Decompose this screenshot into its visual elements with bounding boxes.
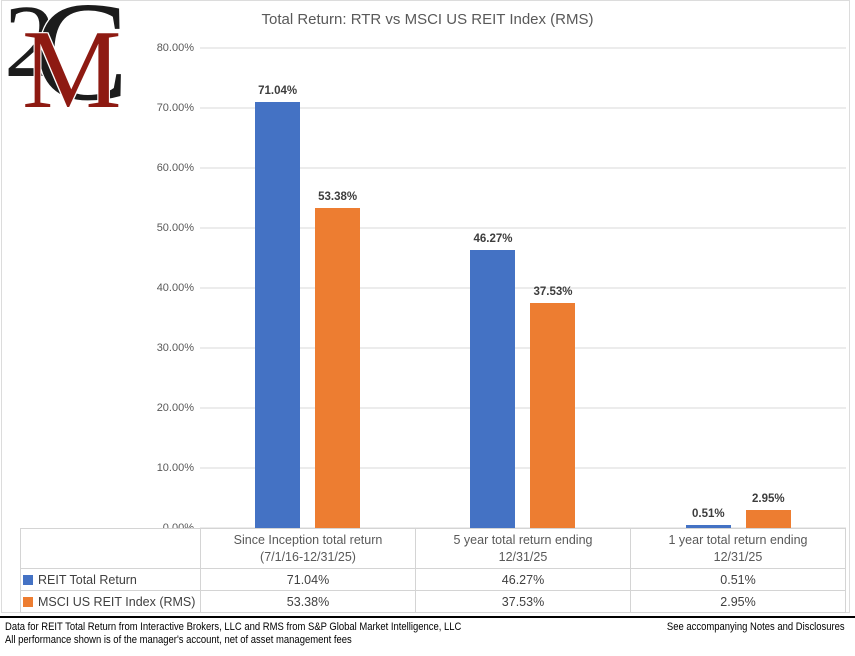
- bar-wrap: 37.53%: [530, 48, 576, 528]
- gridline: [200, 347, 846, 349]
- bar-group: 71.04% 53.38%: [200, 48, 415, 528]
- value-cell: 46.27%: [415, 568, 631, 591]
- legend-swatch: [23, 574, 33, 585]
- bar-wrap: 2.95%: [745, 48, 791, 528]
- bar-wrap: 46.27%: [470, 48, 516, 528]
- table-corner-cell: [20, 528, 201, 569]
- plot-area: 71.04% 53.38% 46.27% 37.53% 0.51% 2.95%: [200, 47, 846, 529]
- bar-wrap: 53.38%: [315, 48, 361, 528]
- legend-label: MSCI US REIT Index (RMS): [38, 594, 196, 609]
- value-cell: 2.95%: [630, 590, 846, 613]
- table-row: MSCI US REIT Index (RMS) 53.38% 37.53% 2.95…: [20, 590, 846, 613]
- footer-line-1: Data for REIT Total Return from Interact…: [5, 621, 462, 633]
- gridline: [200, 227, 846, 229]
- bar-data-label: 37.53%: [533, 285, 573, 298]
- y-axis-tick-label: 10.00%: [156, 462, 194, 474]
- chart-title: Total Return: RTR vs MSCI US REIT Index …: [261, 11, 594, 28]
- bar-data-label: 2.95%: [752, 493, 785, 506]
- bar-reit-total-return: [255, 101, 301, 528]
- bar-data-label: 46.27%: [473, 233, 513, 246]
- bar-msci-index: [745, 510, 791, 528]
- table-header-row: Since Inception total return (7/1/16-12/…: [20, 528, 846, 569]
- footer-disclosure: Data for REIT Total Return from Interact…: [5, 621, 461, 647]
- legend-cell: REIT Total Return: [20, 568, 201, 591]
- y-axis: 80.00% 70.00% 60.00% 50.00% 40.00% 30.00% 20.0…: [128, 42, 194, 534]
- chart-frame: [1, 0, 850, 613]
- logo-digit-2: 2: [4, 0, 56, 99]
- company-logo: 2 C M: [4, 0, 144, 126]
- gridline: [200, 107, 846, 109]
- value-cell: 37.53%: [415, 590, 631, 613]
- bar-group: 0.51% 2.95%: [631, 48, 846, 528]
- value-cell: 71.04%: [200, 568, 416, 591]
- value-cell: 53.38%: [200, 590, 416, 613]
- category-header-cell: 1 year total return ending 12/31/25: [630, 528, 846, 569]
- table-row: REIT Total Return 71.04% 46.27% 0.51%: [20, 568, 846, 591]
- category-header-cell: 5 year total return ending 12/31/25: [415, 528, 631, 569]
- gridline: [200, 287, 846, 289]
- y-axis-tick-label: 20.00%: [156, 402, 194, 414]
- gridline: [200, 47, 846, 49]
- bar-wrap: 71.04%: [255, 48, 301, 528]
- gridline: [200, 167, 846, 169]
- bar-group: 46.27% 37.53%: [415, 48, 630, 528]
- logo-letter-c: C: [34, 0, 129, 130]
- bar-data-label: 53.38%: [318, 190, 358, 203]
- bar-msci-index: [530, 302, 576, 528]
- y-axis-tick-label: 60.00%: [156, 162, 194, 174]
- category-header-cell: Since Inception total return (7/1/16-12/…: [200, 528, 416, 569]
- gridline: [200, 407, 846, 409]
- bar-reit-total-return: [685, 524, 731, 528]
- footer-line-2: All performance shown is of the manager'…: [5, 634, 352, 646]
- footer-separator-line: [0, 616, 855, 618]
- bar-wrap: 0.51%: [685, 48, 731, 528]
- y-axis-tick-label: 70.00%: [156, 102, 194, 114]
- data-table: Since Inception total return (7/1/16-12/…: [20, 528, 846, 613]
- bar-reit-total-return: [470, 250, 516, 528]
- y-axis-tick-label: 40.00%: [156, 282, 194, 294]
- value-cell: 0.51%: [630, 568, 846, 591]
- y-axis-tick-label: 80.00%: [156, 42, 194, 54]
- bar-msci-index: [315, 207, 361, 528]
- bar-data-label: 71.04%: [258, 84, 298, 97]
- bar-groups: 71.04% 53.38% 46.27% 37.53% 0.51% 2.95%: [200, 48, 846, 528]
- y-axis-tick-label: 50.00%: [156, 222, 194, 234]
- bar-data-label: 0.51%: [692, 507, 725, 520]
- logo-letter-m: M: [22, 8, 122, 132]
- footer-notes-reference: See accompanying Notes and Disclosures: [667, 621, 845, 633]
- y-axis-tick-label: 30.00%: [156, 342, 194, 354]
- gridline: [200, 467, 846, 469]
- legend-swatch: [23, 596, 33, 607]
- legend-label: REIT Total Return: [38, 572, 137, 587]
- legend-cell: MSCI US REIT Index (RMS): [20, 590, 201, 613]
